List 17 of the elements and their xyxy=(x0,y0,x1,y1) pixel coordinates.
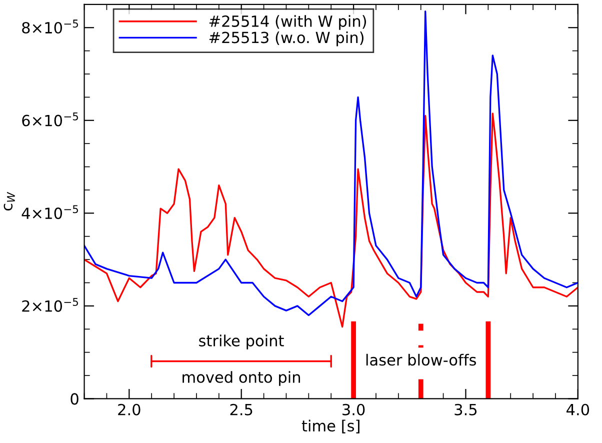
y-tick-label: 8×10$^{−5}$ xyxy=(22,20,78,34)
x-tick-label: 2.0 xyxy=(118,404,140,416)
legend-label: #25513 (w.o. W pin) xyxy=(209,31,364,46)
x-tick-label: 3.0 xyxy=(342,404,365,416)
x-tick-label: 3.5 xyxy=(454,404,477,416)
legend-label: #25514 (with W pin) xyxy=(209,15,366,30)
annotation: laser blow-offs xyxy=(366,354,476,366)
y-tick-label: 0 xyxy=(70,393,78,405)
x-tick-label: 4.0 xyxy=(566,404,590,416)
annotation: moved onto pin xyxy=(182,371,300,386)
annotation: strike point xyxy=(199,334,284,350)
x-tick-label: 2.5 xyxy=(230,404,252,416)
y-tick-label: 2×10$^{−5}$ xyxy=(22,298,78,312)
y-axis-title: c$_{W}$ xyxy=(4,192,15,210)
y-tick-label: 4×10$^{−5}$ xyxy=(22,205,78,220)
y-tick-label: 6×10$^{−5}$ xyxy=(22,112,78,126)
x-axis-title: time [s] xyxy=(302,420,360,434)
